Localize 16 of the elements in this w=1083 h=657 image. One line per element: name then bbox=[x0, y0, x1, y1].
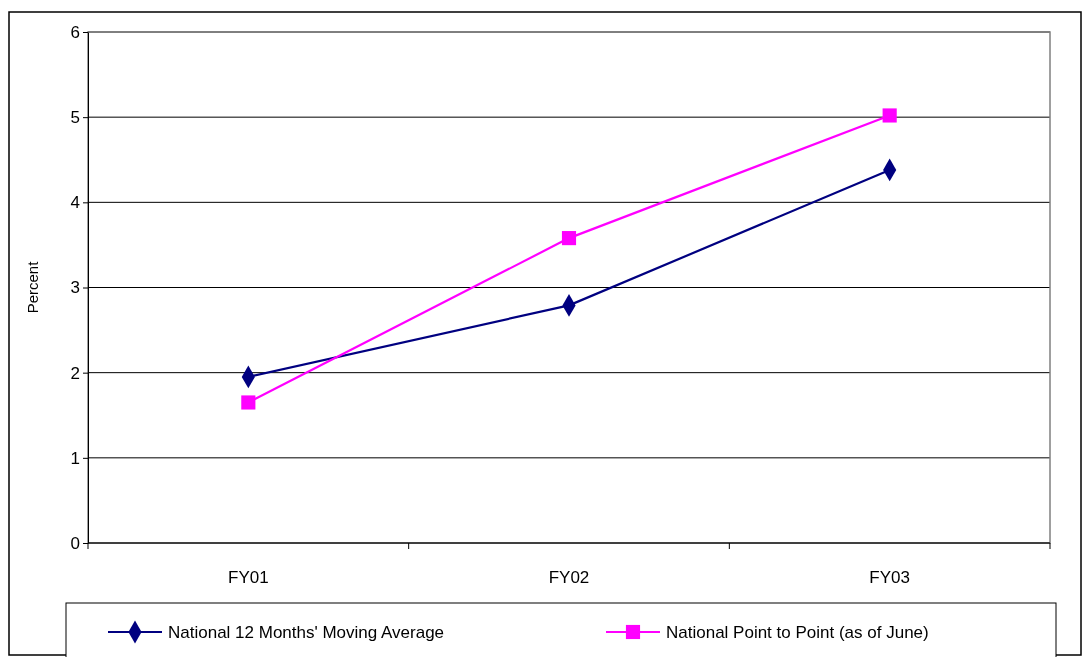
legend-label: National 12 Months' Moving Average bbox=[168, 623, 445, 642]
x-tick-label: FY01 bbox=[228, 568, 269, 587]
y-tick-label: 2 bbox=[70, 363, 80, 383]
y-tick-label: 5 bbox=[70, 108, 80, 128]
y-tick-label: 0 bbox=[70, 533, 80, 553]
x-tick-label: FY02 bbox=[548, 568, 590, 587]
y-tick-label: 1 bbox=[70, 448, 80, 468]
y-axis-title: Percent bbox=[24, 260, 41, 314]
y-tick-label: 3 bbox=[70, 278, 80, 298]
point bbox=[241, 395, 256, 410]
x-tick-label: FY03 bbox=[869, 568, 910, 587]
y-tick-label: 6 bbox=[70, 22, 80, 42]
y-tick-label: 4 bbox=[70, 193, 80, 213]
point bbox=[561, 231, 577, 246]
point bbox=[882, 108, 897, 123]
legend-label: National Point to Point (as of June) bbox=[666, 623, 929, 642]
